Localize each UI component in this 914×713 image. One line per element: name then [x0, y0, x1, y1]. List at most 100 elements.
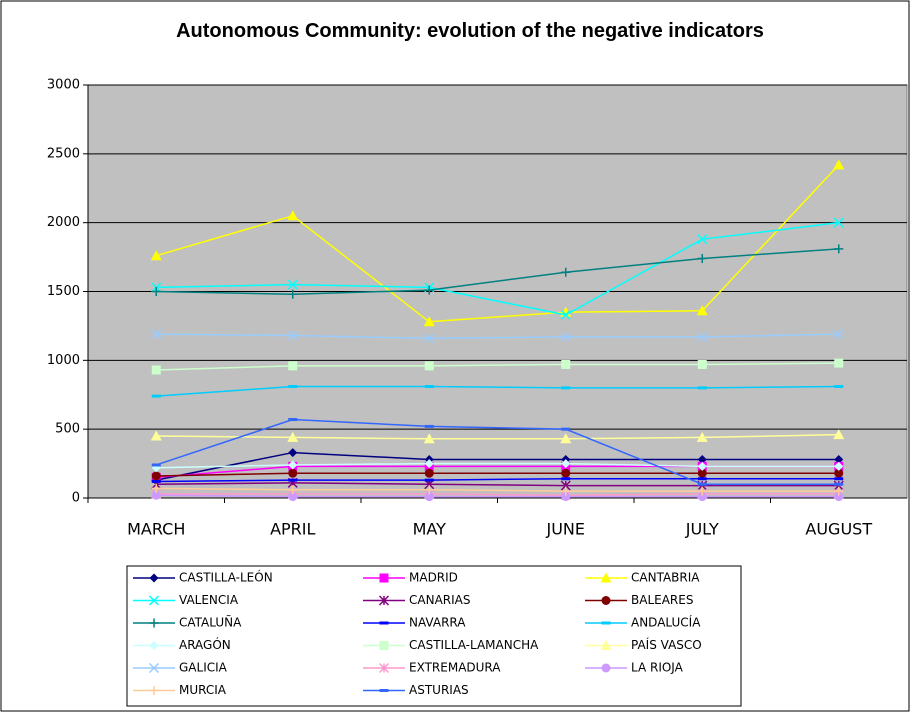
series-line — [156, 248, 839, 296]
marker — [288, 448, 298, 458]
marker — [601, 596, 611, 605]
marker — [834, 244, 844, 254]
marker — [834, 468, 844, 478]
legend-label: CATALUÑA — [179, 615, 242, 630]
series-line — [156, 493, 839, 496]
series-line — [156, 472, 839, 477]
series-line — [156, 451, 839, 481]
series-line — [156, 164, 840, 323]
marker — [424, 485, 434, 495]
series-line — [156, 462, 839, 469]
legend-label: PAÍS VASCO — [631, 637, 702, 652]
marker — [424, 333, 435, 344]
marker — [834, 492, 844, 502]
y-tick-label: 2500 — [47, 146, 80, 161]
marker — [833, 217, 844, 228]
marker — [148, 662, 160, 674]
marker — [561, 492, 571, 502]
marker — [600, 640, 612, 650]
marker — [148, 595, 160, 606]
marker — [288, 460, 298, 470]
y-tick-label: 1000 — [47, 353, 80, 368]
series-line — [156, 221, 839, 316]
series — [151, 217, 844, 320]
series — [151, 483, 844, 496]
marker — [424, 285, 434, 295]
marker — [424, 459, 434, 469]
marker — [287, 210, 299, 221]
marker — [288, 468, 298, 478]
marker — [149, 686, 159, 695]
y-tick-label: 3000 — [47, 78, 80, 93]
marker — [696, 305, 708, 316]
legend-label: VALENCIA — [179, 593, 239, 607]
marker — [601, 663, 611, 673]
marker — [560, 331, 571, 342]
marker — [697, 486, 707, 496]
marker — [697, 253, 707, 263]
marker — [288, 492, 298, 502]
x-tick-label: APRIL — [270, 520, 315, 539]
marker — [149, 573, 159, 583]
legend-label: ASTURIAS — [409, 683, 469, 697]
series — [151, 418, 844, 486]
y-tick-label: 0 — [72, 491, 80, 506]
marker — [378, 595, 390, 606]
y-tick-label: 500 — [55, 422, 80, 437]
series-line — [156, 362, 839, 371]
marker — [151, 365, 161, 375]
legend: CASTILLA-LEÓN MADRID CANTABRIA VALENCIA CANA… — [126, 565, 742, 707]
series-line — [156, 418, 839, 485]
marker — [151, 471, 161, 481]
series-line — [156, 333, 839, 340]
x-tick-label: MAY — [413, 520, 447, 539]
marker — [287, 279, 298, 290]
marker — [697, 468, 707, 478]
chart-title: Autonomous Community: evolution of the n… — [176, 20, 764, 42]
legend-label: CANTABRIA — [631, 571, 700, 585]
legend-label: CASTILLA-LEÓN — [179, 570, 273, 585]
marker — [561, 359, 571, 369]
legend-label: MURCIA — [179, 683, 227, 697]
series — [150, 429, 845, 444]
marker — [378, 662, 390, 674]
marker — [150, 250, 162, 261]
legend-label: MADRID — [409, 571, 458, 585]
marker — [151, 483, 161, 493]
y-tick-label: 2000 — [47, 215, 80, 230]
marker — [424, 492, 434, 502]
legend-label: LA RIOJA — [631, 661, 684, 675]
marker — [151, 490, 161, 500]
marker — [560, 309, 571, 320]
marker — [561, 459, 571, 469]
marker — [697, 234, 708, 245]
series — [151, 468, 844, 481]
marker — [288, 289, 298, 299]
marker — [834, 486, 844, 496]
legend-label: CASTILLA-LAMANCHA — [409, 638, 539, 652]
marker — [697, 454, 707, 464]
marker — [600, 572, 612, 583]
marker — [560, 433, 572, 444]
series-line — [156, 477, 839, 483]
marker — [696, 431, 708, 442]
marker — [423, 316, 435, 327]
marker — [561, 267, 571, 277]
marker — [423, 433, 435, 444]
marker — [561, 486, 571, 496]
legend-label: EXTREMADURA — [409, 661, 501, 675]
marker — [697, 461, 707, 471]
marker — [697, 331, 708, 342]
x-tick-label: MARCH — [127, 520, 185, 539]
series — [151, 329, 844, 344]
marker — [288, 361, 298, 371]
series-line — [156, 487, 839, 492]
series — [151, 358, 844, 375]
legend-label: CANARIAS — [409, 593, 470, 607]
marker — [150, 430, 162, 441]
series-line — [156, 433, 839, 440]
marker — [424, 468, 434, 478]
marker — [834, 358, 844, 368]
legend-label: NAVARRA — [409, 616, 466, 630]
